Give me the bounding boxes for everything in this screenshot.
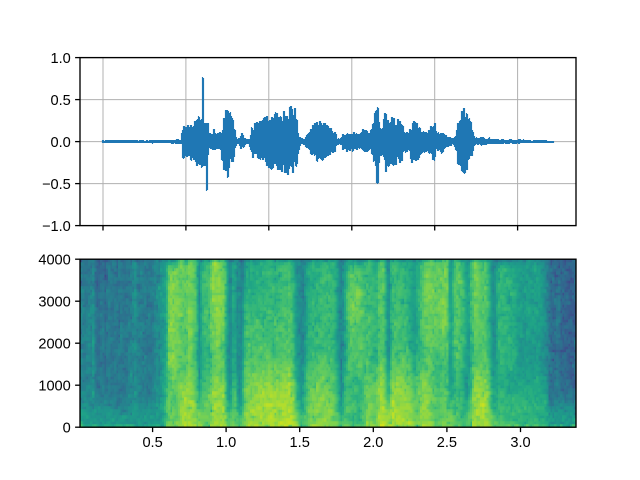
svg-text:0.5: 0.5	[51, 93, 71, 109]
svg-text:2.0: 2.0	[363, 435, 383, 451]
svg-text:−0.5: −0.5	[42, 177, 71, 193]
svg-text:−1.0: −1.0	[42, 219, 71, 235]
svg-text:0: 0	[63, 420, 71, 436]
svg-text:1.0: 1.0	[216, 435, 236, 451]
svg-text:4000: 4000	[38, 252, 70, 268]
svg-text:1.0: 1.0	[51, 51, 71, 67]
svg-text:2.5: 2.5	[437, 435, 457, 451]
svg-text:0.5: 0.5	[142, 435, 162, 451]
svg-text:1.5: 1.5	[290, 435, 310, 451]
svg-text:3.0: 3.0	[510, 435, 530, 451]
svg-text:2000: 2000	[38, 336, 70, 352]
svg-text:0.0: 0.0	[51, 135, 71, 151]
svg-text:3000: 3000	[38, 294, 70, 310]
svg-text:1000: 1000	[38, 378, 70, 394]
